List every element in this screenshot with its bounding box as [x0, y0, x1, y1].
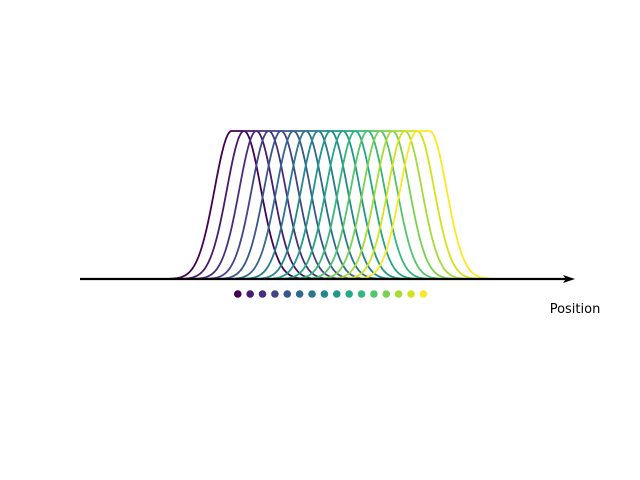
center-marker-5: [283, 290, 292, 298]
center-marker-8: [320, 290, 329, 298]
center-marker-6: [295, 290, 304, 298]
center-marker-9: [332, 290, 341, 298]
center-marker-13: [382, 290, 391, 298]
x-axis-arrowhead: [563, 275, 575, 283]
x-axis-label: Position: [550, 302, 601, 317]
center-marker-10: [345, 290, 353, 298]
center-marker-11: [357, 290, 366, 298]
center-marker-7: [308, 290, 316, 298]
center-marker-3: [258, 290, 267, 298]
center-marker-2: [246, 290, 254, 298]
center-marker-1: [233, 290, 242, 298]
center-marker-15: [407, 290, 415, 298]
center-marker-4: [271, 290, 279, 298]
center-marker-16: [419, 290, 428, 298]
curve-series-group: [129, 130, 532, 280]
center-marker-14: [394, 290, 403, 298]
center-markers-group: [233, 290, 428, 298]
center-marker-12: [370, 290, 378, 298]
